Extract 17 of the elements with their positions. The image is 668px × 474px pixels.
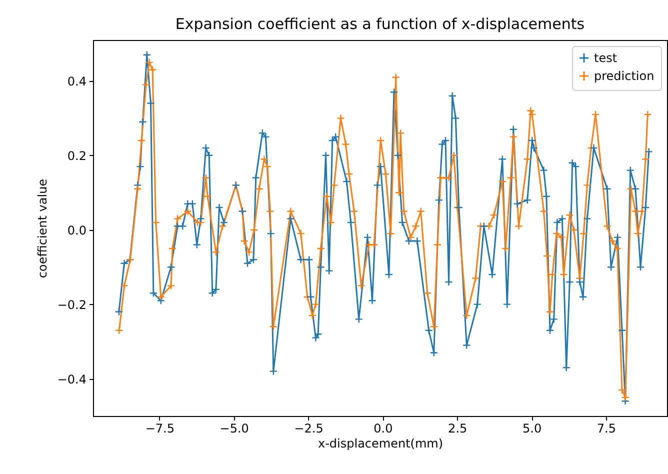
chart-title: Expansion coefficient as a function of x-displacements — [175, 15, 585, 33]
x-tick-label: 0.0 — [374, 422, 393, 436]
x-axis-title: x-displacement(mm) — [318, 436, 444, 450]
y-tick-label: −0.4 — [57, 372, 86, 386]
x-tick-label: 7.5 — [596, 422, 616, 436]
y-tick-label: 0.0 — [67, 223, 86, 238]
legend-label: prediction — [594, 69, 654, 83]
x-tick-label: −5.0 — [220, 422, 249, 436]
y-tick-label: 0.4 — [67, 74, 86, 88]
x-tick-label: 2.5 — [448, 422, 468, 436]
x-tick-label: −2.5 — [294, 422, 324, 436]
legend-label: test — [594, 51, 618, 65]
x-tick-label: 5.0 — [522, 422, 542, 436]
x-tick-label: −7.5 — [145, 422, 174, 436]
y-axis-title: coefficient value — [35, 178, 50, 278]
y-tick-label: 0.2 — [67, 148, 86, 163]
y-tick-label: −0.2 — [57, 298, 86, 312]
